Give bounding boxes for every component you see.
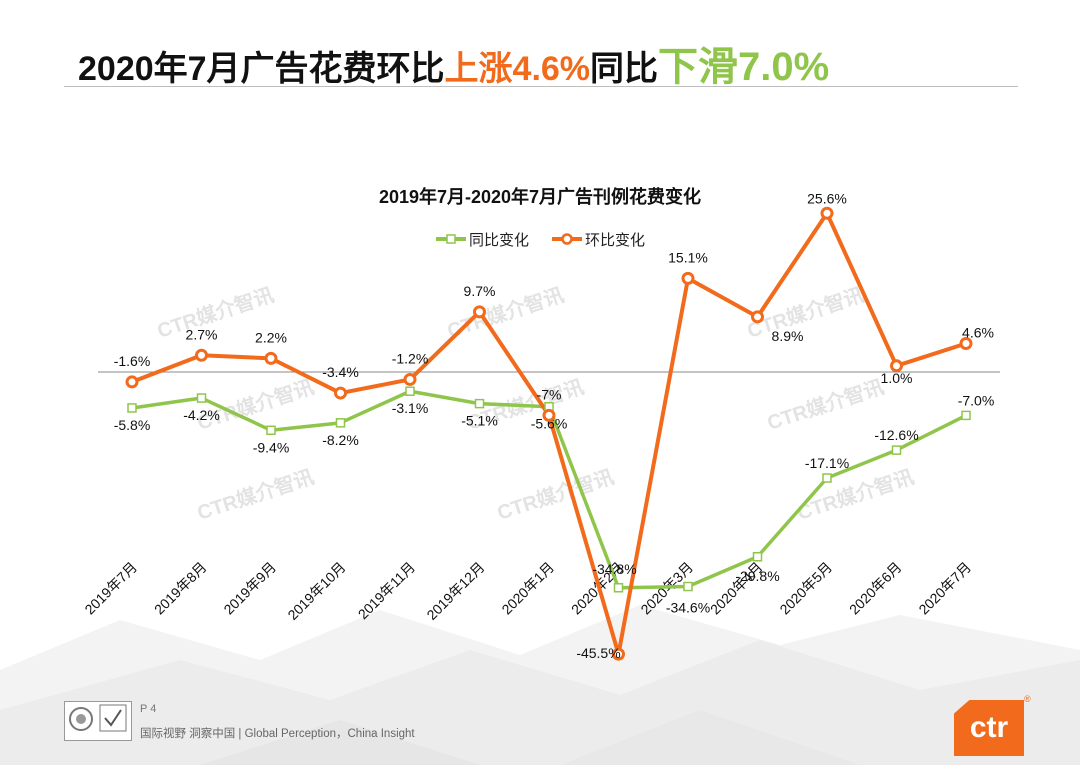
slide-title: 2020年7月广告花费环比上涨4.6%同比下滑7.0% xyxy=(78,34,829,92)
data-point-mom xyxy=(125,375,139,389)
data-point-mom xyxy=(473,305,486,319)
data-label-yoy: -29.8% xyxy=(735,568,779,584)
data-point-yoy xyxy=(822,473,832,483)
data-point-mom xyxy=(264,351,278,365)
data-label-yoy: -4.2% xyxy=(183,407,220,423)
data-point-yoy xyxy=(961,410,971,421)
x-tick-label: 2019年8月 xyxy=(151,559,210,618)
data-label-yoy: -8.2% xyxy=(322,432,359,448)
data-label-mom: 9.7% xyxy=(464,283,496,299)
watermark-text: CTR媒介智讯 xyxy=(194,465,317,525)
page-number: P 4 xyxy=(140,703,157,715)
x-tick-label: 2019年10月 xyxy=(284,559,348,623)
data-label-yoy: -12.6% xyxy=(874,427,918,443)
watermark-text: CTR媒介智讯 xyxy=(494,465,617,525)
data-label-mom: -1.2% xyxy=(392,350,429,366)
data-point-yoy xyxy=(683,581,693,592)
data-point-mom xyxy=(820,206,834,220)
data-point-yoy xyxy=(891,445,902,455)
data-label-yoy: -5.6% xyxy=(531,416,568,432)
chart-title: 2019年7月-2020年7月广告刊例花费变化 xyxy=(379,186,701,207)
data-label-mom: 1.0% xyxy=(881,370,913,386)
data-label-mom: -1.6% xyxy=(114,353,151,369)
data-point-mom xyxy=(681,271,695,285)
data-label-yoy: -7.0% xyxy=(958,392,995,408)
x-tick-label: 2019年9月 xyxy=(220,559,279,618)
data-label-yoy: -34.6% xyxy=(666,600,710,616)
data-label-mom: -45.5% xyxy=(576,645,620,661)
data-point-yoy xyxy=(266,425,276,436)
data-point-yoy xyxy=(196,393,207,403)
x-tick-label: 2020年6月 xyxy=(846,559,905,618)
legend-label: 环比变化 xyxy=(585,232,645,249)
certification-badges xyxy=(64,701,132,741)
title-prefix: 2020年7月广告花费环比 xyxy=(78,50,445,88)
watermark-text: CTR媒介智讯 xyxy=(764,375,887,435)
data-point-mom xyxy=(334,386,347,400)
data-label-mom: 15.1% xyxy=(668,249,708,265)
x-tick-label: 2020年5月 xyxy=(776,559,835,618)
data-point-mom xyxy=(195,348,208,362)
data-point-mom xyxy=(751,310,764,324)
data-point-mom xyxy=(890,359,903,373)
data-point-mom xyxy=(959,336,973,350)
legend-label: 同比变化 xyxy=(469,232,529,249)
data-point-yoy xyxy=(752,552,763,562)
title-mid: 同比 xyxy=(590,50,659,88)
legend-marker xyxy=(446,234,456,244)
x-tick-label: 2020年1月 xyxy=(498,559,557,618)
data-point-yoy xyxy=(613,583,624,593)
data-label-mom: -7% xyxy=(537,386,562,402)
data-label-mom: 2.2% xyxy=(255,329,287,345)
data-point-yoy xyxy=(474,398,485,409)
x-tick-label: 2019年12月 xyxy=(423,559,487,623)
data-label-yoy: -5.1% xyxy=(461,413,498,429)
title-down-value: 下滑7.0% xyxy=(658,45,830,89)
registered-mark-icon: ® xyxy=(1024,694,1031,704)
data-label-mom: 25.6% xyxy=(807,190,847,206)
data-label-mom: 8.9% xyxy=(772,328,804,344)
data-label-yoy: -9.4% xyxy=(253,439,290,455)
background-decoration xyxy=(0,605,1080,765)
data-label-yoy: -5.8% xyxy=(114,417,151,433)
ctr-logo: ctr xyxy=(954,700,1024,756)
title-divider xyxy=(64,86,1018,87)
data-label-yoy: -17.1% xyxy=(805,455,849,471)
data-point-yoy xyxy=(405,386,415,396)
x-tick-label: 2020年7月 xyxy=(915,559,974,618)
footer-tagline: 国际视野 洞察中国 | Global Perception，China Insi… xyxy=(140,728,415,740)
data-label-yoy: -3.1% xyxy=(392,400,429,416)
data-point-mom xyxy=(542,408,556,422)
x-tick-label: 2019年11月 xyxy=(355,559,418,622)
data-label-mom: 4.6% xyxy=(962,324,994,340)
legend-marker xyxy=(561,233,573,245)
data-label-mom: 2.7% xyxy=(186,326,218,342)
title-up-value: 上涨4.6% xyxy=(444,50,591,88)
data-label-mom: -3.4% xyxy=(322,364,359,380)
data-point-mom xyxy=(403,372,417,386)
data-point-yoy xyxy=(127,403,137,413)
x-tick-label: 2019年7月 xyxy=(81,559,140,618)
data-point-mom xyxy=(612,647,625,661)
data-point-yoy xyxy=(335,418,346,428)
data-label-yoy: -34.8% xyxy=(592,561,636,577)
watermark-text: CTR媒介智讯 xyxy=(444,283,567,343)
